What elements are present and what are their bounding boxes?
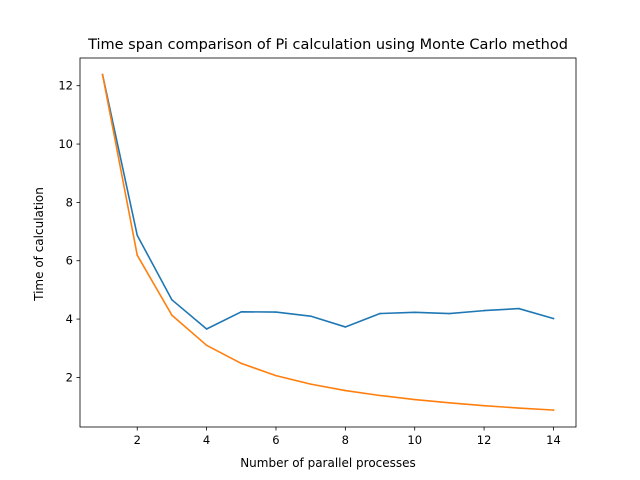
axes-layer: 2 4 6 8 10 12 14 2 4 6 8 10 12 (58, 57, 577, 447)
series-line-2 (101, 73, 555, 411)
series-2-point (171, 314, 173, 317)
series-1-point (309, 315, 312, 317)
series-1-point (448, 312, 451, 315)
x-tick-label: 6 (272, 433, 279, 447)
series-1-point (552, 317, 555, 320)
plot-frame (79, 57, 577, 428)
x-tick-label: 10 (407, 433, 422, 447)
series-2-point (344, 389, 347, 392)
series-2-point (101, 73, 104, 76)
series-2-point (413, 398, 416, 401)
series-2-point (275, 374, 277, 377)
series-1-point (275, 311, 277, 313)
x-tick-label: 8 (342, 433, 349, 447)
series-1-point (379, 312, 381, 315)
series-2-point (517, 407, 520, 409)
x-tick-label: 2 (134, 433, 141, 447)
series-2-point (552, 409, 555, 411)
y-tick-label: 10 (58, 137, 73, 151)
x-axis-label: Number of parallel processes (240, 456, 416, 470)
series-1-point (240, 310, 243, 313)
series-2-point (448, 401, 451, 404)
series-1-point (344, 326, 347, 328)
y-tick-label: 6 (66, 254, 73, 268)
series-2-point (136, 254, 139, 256)
x-tick-label: 4 (203, 433, 210, 447)
series-2-point (483, 404, 485, 407)
series-2-point (379, 394, 381, 397)
series-1-point (205, 328, 208, 330)
y-tick-label: 12 (58, 79, 73, 93)
chart-title: Time span comparison of Pi calculation u… (87, 37, 568, 53)
series-1-point (517, 307, 520, 310)
y-tick-label: 4 (66, 312, 73, 326)
x-tick-label: 14 (546, 433, 561, 447)
y-tick-label: 2 (66, 370, 73, 384)
y-axis-label: Time of calculation (32, 187, 46, 302)
x-tick-label: 12 (477, 433, 492, 447)
series-2-point (240, 362, 243, 365)
series-1-point (136, 234, 139, 237)
series-2-point (309, 383, 312, 385)
series-1-point (483, 309, 485, 312)
y-tick-label: 8 (66, 195, 73, 209)
series-line-1 (101, 73, 555, 330)
series-2-point (205, 344, 208, 347)
series-1-point (413, 311, 416, 314)
series-1-point (171, 299, 173, 301)
series-layer (101, 73, 555, 411)
